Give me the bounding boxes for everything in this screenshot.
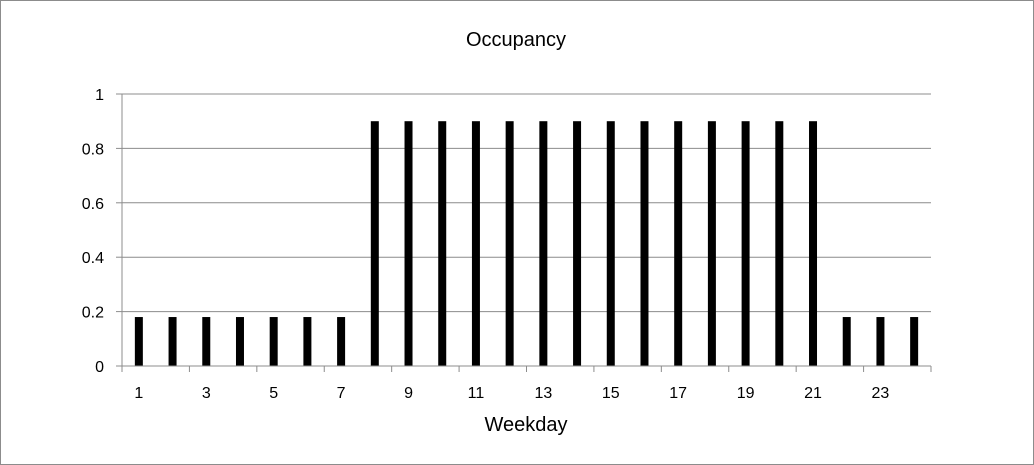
bar <box>741 121 750 366</box>
x-tick-label: 3 <box>202 385 211 402</box>
y-axis-ticks: 0 0.2 0.4 0.6 0.8 1 <box>82 87 122 376</box>
x-axis-ticks: 1 3 5 7 9 11 13 15 17 19 21 23 <box>121 366 932 402</box>
y-tick-label: 1 <box>95 87 104 104</box>
bar <box>303 317 312 366</box>
x-tick-label: 1 <box>134 385 143 402</box>
x-tick-label: 7 <box>337 385 346 402</box>
x-tick-label: 21 <box>804 385 822 402</box>
y-tick-label: 0.2 <box>82 305 104 322</box>
bar <box>235 317 244 366</box>
bars <box>134 121 919 366</box>
bar <box>775 121 784 366</box>
bar <box>438 121 447 366</box>
bar <box>269 317 278 366</box>
x-tick-label: 15 <box>602 385 620 402</box>
bar <box>876 317 885 366</box>
x-tick-label: 13 <box>534 385 552 402</box>
chart-title: Occupancy <box>466 29 566 51</box>
bar <box>337 317 346 366</box>
x-tick-label: 11 <box>468 385 485 402</box>
bar <box>202 317 211 366</box>
bar <box>707 121 716 366</box>
bar <box>539 121 548 366</box>
x-tick-label: 23 <box>872 385 890 402</box>
y-tick-label: 0.4 <box>82 250 104 267</box>
bar <box>640 121 649 366</box>
bar <box>573 121 582 366</box>
x-axis-label: Weekday <box>484 414 567 436</box>
bar <box>370 121 379 366</box>
y-tick-label: 0 <box>95 359 104 376</box>
x-tick-label: 19 <box>737 385 755 402</box>
bar <box>842 317 851 366</box>
bar <box>809 121 818 366</box>
x-tick-label: 17 <box>669 385 687 402</box>
y-tick-label: 0.8 <box>82 141 104 158</box>
bar <box>674 121 683 366</box>
gridlines <box>122 93 931 313</box>
bar <box>471 121 480 366</box>
bar <box>505 121 514 366</box>
bar <box>404 121 413 366</box>
bar <box>910 317 919 366</box>
bar <box>606 121 615 366</box>
x-tick-label: 9 <box>404 385 413 402</box>
x-tick-label: 5 <box>269 385 278 402</box>
bar <box>168 317 177 366</box>
y-tick-label: 0.6 <box>82 196 104 213</box>
bar <box>134 317 143 366</box>
